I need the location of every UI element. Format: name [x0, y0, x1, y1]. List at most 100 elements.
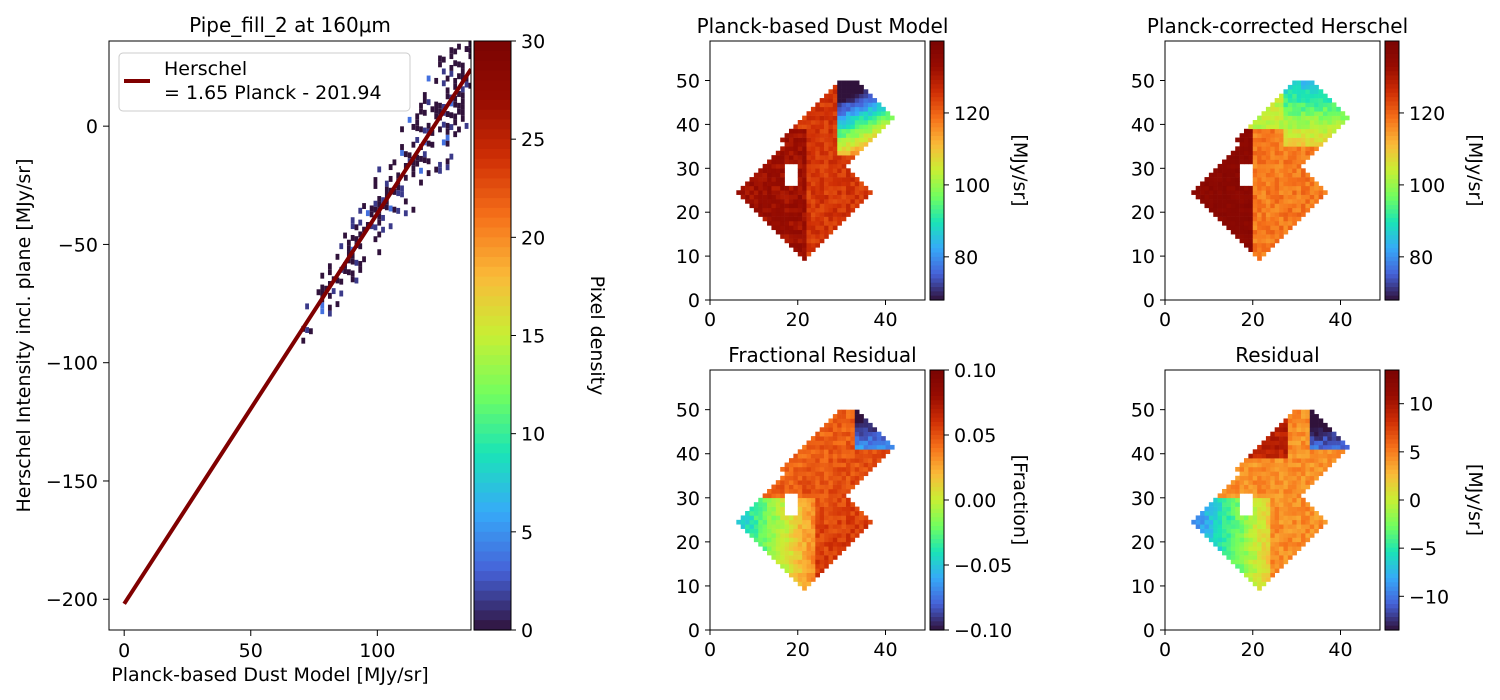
heatmap-cell: [788, 533, 794, 538]
heatmap-cell: [837, 528, 842, 534]
density-cell: [426, 75, 431, 82]
heatmap-cell: [863, 106, 869, 112]
colorbar-tick-label: 10: [1409, 394, 1433, 416]
heatmap-cell: [1279, 168, 1284, 173]
heatmap-cell: [1274, 220, 1280, 226]
heatmap-cell: [1230, 506, 1236, 512]
colorbar-segment: [474, 207, 511, 219]
heatmap-cell: [1322, 137, 1328, 143]
heatmap-cell: [1239, 484, 1245, 490]
heatmap-cell: [1283, 137, 1289, 143]
heatmap-cell: [1283, 466, 1289, 472]
heatmap-cell: [1261, 563, 1267, 569]
heatmap-cell: [863, 427, 869, 432]
heatmap-cell: [1248, 137, 1254, 143]
density-cell: [453, 77, 458, 84]
heatmap-cell: [841, 475, 847, 481]
heatmap-cell: [863, 436, 869, 441]
heatmap-cell: [1279, 502, 1284, 507]
density-cell: [445, 75, 450, 82]
heatmap-cell: [1314, 511, 1319, 516]
heatmap-cell: [828, 471, 834, 477]
heatmap-cell: [1305, 111, 1311, 116]
heatmap-cell: [793, 515, 799, 521]
heatmap-cell: [854, 150, 860, 156]
density-cell: [400, 185, 404, 192]
colorbar-segment: [1385, 491, 1399, 497]
heatmap-cell: [1279, 436, 1284, 441]
heatmap-cell: [1336, 440, 1341, 446]
colorbar-tick-label: 0.05: [954, 425, 996, 447]
heatmap-cell: [1274, 120, 1280, 125]
heatmap-cell: [1252, 572, 1258, 578]
heatmap-cell: [815, 453, 820, 459]
heatmap-cell: [1314, 137, 1319, 143]
heatmap-cell: [1279, 203, 1284, 209]
heatmap-cell: [1283, 418, 1289, 424]
heatmap-cell: [1226, 172, 1232, 178]
heatmap-cell: [780, 563, 785, 569]
heatmap-cell: [1314, 89, 1319, 94]
heatmap-cell: [841, 546, 847, 551]
heatmap-cell: [788, 519, 794, 525]
heatmap-cell: [850, 155, 856, 160]
heatmap-cell: [872, 458, 878, 463]
colorbar-segment: [1385, 144, 1399, 150]
heatmap-cell: [1222, 199, 1227, 204]
heatmap-cell: [1296, 115, 1302, 121]
heatmap-cell: [806, 458, 812, 463]
density-cell: [373, 183, 378, 189]
density-cell: [457, 108, 461, 115]
heatmap-cell: [771, 533, 777, 538]
density-cell: [449, 124, 454, 131]
colorbar-segment: [930, 443, 944, 449]
heatmap-cell: [815, 115, 820, 121]
heatmap-cell: [1213, 203, 1218, 209]
heatmap-cell: [1270, 480, 1275, 485]
density-cell: [335, 301, 340, 308]
heatmap-cell: [1314, 449, 1319, 455]
heatmap-cell: [1292, 212, 1297, 217]
heatmap-cell: [1222, 497, 1227, 503]
heatmap-cell: [1274, 488, 1280, 494]
heatmap-cell: [1283, 181, 1289, 187]
colorbar-segment: [1385, 604, 1399, 609]
heatmap-cell: [824, 449, 829, 455]
heatmap-cell: [806, 172, 812, 178]
heatmap-cell: [1292, 484, 1297, 490]
heatmap-cell: [824, 528, 829, 534]
colorbar-segment: [930, 504, 944, 510]
heatmap-cell: [1292, 185, 1297, 191]
heatmap-cell: [863, 128, 869, 134]
heatmap-cell: [1331, 431, 1337, 437]
heatmap-cells: [736, 409, 895, 591]
heatmap-cell: [837, 146, 842, 152]
heatmap-cell: [1265, 172, 1271, 178]
heatmap-cell: [806, 181, 812, 187]
heatmap-cell: [824, 163, 829, 169]
heatmap-cell: [1314, 471, 1319, 477]
heatmap-cell: [850, 480, 856, 485]
heatmap-cell: [753, 515, 759, 521]
colorbar-segment: [930, 101, 944, 107]
colorbar-segment: [930, 608, 944, 614]
heatmap-cell: [846, 458, 851, 463]
heatmap-cell: [1283, 146, 1289, 152]
heatmap-cell: [1235, 488, 1240, 494]
heatmap-cell: [1252, 150, 1258, 156]
heatmap-cell: [837, 177, 842, 182]
heatmap-cell: [1283, 115, 1289, 121]
heatmap-cell: [758, 190, 763, 195]
heatmap-cell: [767, 528, 772, 534]
colorbar-segment: [474, 41, 511, 52]
heatmap-cell: [828, 502, 834, 507]
heatmap-cell: [854, 120, 860, 125]
colorbar-segment: [930, 543, 944, 549]
heatmap-cell: [832, 480, 838, 485]
heatmap-cell: [1287, 93, 1293, 99]
x-tick-label: 0: [118, 640, 130, 662]
heatmap-cell: [749, 181, 755, 187]
heatmap-cell: [1305, 524, 1311, 529]
heatmap-cell: [1252, 251, 1258, 257]
heatmap-cell: [1301, 137, 1306, 143]
